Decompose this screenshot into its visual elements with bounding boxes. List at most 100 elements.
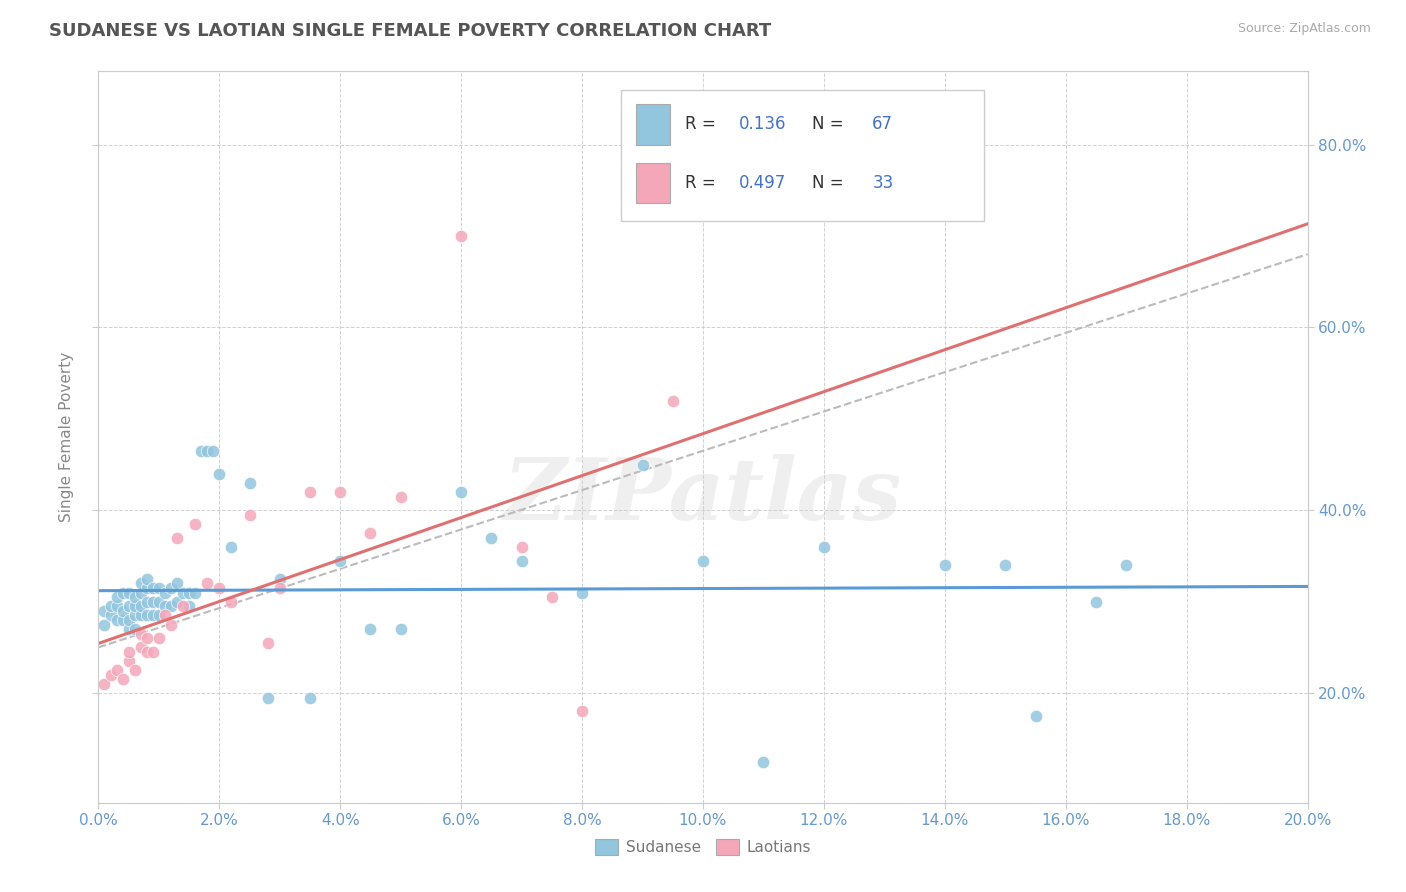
Point: [184, 585, 207, 599]
Point: [202, 443, 225, 458]
Point: [510, 540, 533, 554]
Point: [118, 654, 141, 668]
Text: N =: N =: [811, 174, 849, 192]
Text: 0.136: 0.136: [740, 115, 787, 133]
Point: [148, 632, 170, 646]
Point: [269, 581, 291, 595]
Point: [153, 599, 176, 614]
Point: [299, 485, 322, 500]
Point: [1085, 594, 1108, 608]
Point: [148, 581, 170, 595]
Point: [208, 581, 231, 595]
Point: [540, 590, 562, 604]
Point: [148, 594, 170, 608]
Text: 67: 67: [872, 115, 893, 133]
Point: [148, 608, 170, 623]
FancyBboxPatch shape: [637, 104, 671, 145]
Point: [105, 663, 128, 677]
Point: [153, 585, 176, 599]
Point: [135, 572, 157, 586]
Point: [481, 531, 503, 545]
Point: [994, 558, 1017, 573]
Point: [135, 632, 157, 646]
Point: [692, 553, 714, 567]
Point: [129, 640, 152, 655]
Point: [142, 594, 165, 608]
Point: [256, 636, 278, 650]
Legend: Sudanese, Laotians: Sudanese, Laotians: [589, 833, 817, 861]
Point: [160, 599, 183, 614]
Point: [166, 531, 188, 545]
Y-axis label: Single Female Poverty: Single Female Poverty: [59, 352, 75, 522]
Point: [631, 458, 654, 472]
Text: Source: ZipAtlas.com: Source: ZipAtlas.com: [1237, 22, 1371, 36]
Point: [160, 617, 183, 632]
Point: [93, 677, 115, 691]
Point: [124, 622, 146, 636]
FancyBboxPatch shape: [621, 90, 984, 221]
Point: [124, 663, 146, 677]
Point: [450, 229, 472, 244]
Point: [1024, 709, 1046, 723]
Point: [510, 553, 533, 567]
FancyBboxPatch shape: [637, 163, 671, 203]
Point: [118, 645, 141, 659]
Point: [111, 604, 134, 618]
Point: [179, 585, 201, 599]
Point: [129, 608, 152, 623]
Point: [184, 516, 207, 531]
Text: 33: 33: [872, 174, 894, 192]
Point: [389, 490, 412, 504]
Point: [105, 590, 128, 604]
Point: [142, 608, 165, 623]
Point: [129, 576, 152, 591]
Point: [118, 585, 141, 599]
Point: [111, 673, 134, 687]
Point: [329, 485, 352, 500]
Point: [111, 613, 134, 627]
Point: [208, 467, 231, 481]
Point: [118, 599, 141, 614]
Point: [142, 645, 165, 659]
Point: [360, 622, 382, 636]
Point: [329, 553, 352, 567]
Point: [105, 599, 128, 614]
Point: [135, 594, 157, 608]
Point: [135, 581, 157, 595]
Point: [221, 540, 243, 554]
Point: [299, 690, 322, 705]
Point: [195, 443, 218, 458]
Point: [100, 667, 122, 681]
Point: [129, 585, 152, 599]
Point: [135, 645, 157, 659]
Point: [129, 626, 152, 640]
Point: [172, 599, 194, 614]
Point: [124, 608, 146, 623]
Text: R =: R =: [685, 115, 721, 133]
Point: [190, 443, 212, 458]
Point: [389, 622, 412, 636]
Point: [135, 608, 157, 623]
Point: [221, 594, 243, 608]
Point: [124, 599, 146, 614]
Point: [129, 599, 152, 614]
Point: [1115, 558, 1137, 573]
Point: [179, 599, 201, 614]
Text: N =: N =: [811, 115, 849, 133]
Point: [195, 576, 218, 591]
Point: [166, 594, 188, 608]
Point: [269, 572, 291, 586]
Point: [239, 475, 262, 490]
Point: [752, 755, 775, 769]
Point: [105, 613, 128, 627]
Point: [118, 613, 141, 627]
Point: [100, 608, 122, 623]
Text: R =: R =: [685, 174, 721, 192]
Point: [360, 526, 382, 541]
Text: SUDANESE VS LAOTIAN SINGLE FEMALE POVERTY CORRELATION CHART: SUDANESE VS LAOTIAN SINGLE FEMALE POVERT…: [49, 22, 772, 40]
Point: [450, 485, 472, 500]
Point: [93, 617, 115, 632]
Point: [934, 558, 956, 573]
Point: [256, 690, 278, 705]
Text: ZIPatlas: ZIPatlas: [503, 454, 903, 537]
